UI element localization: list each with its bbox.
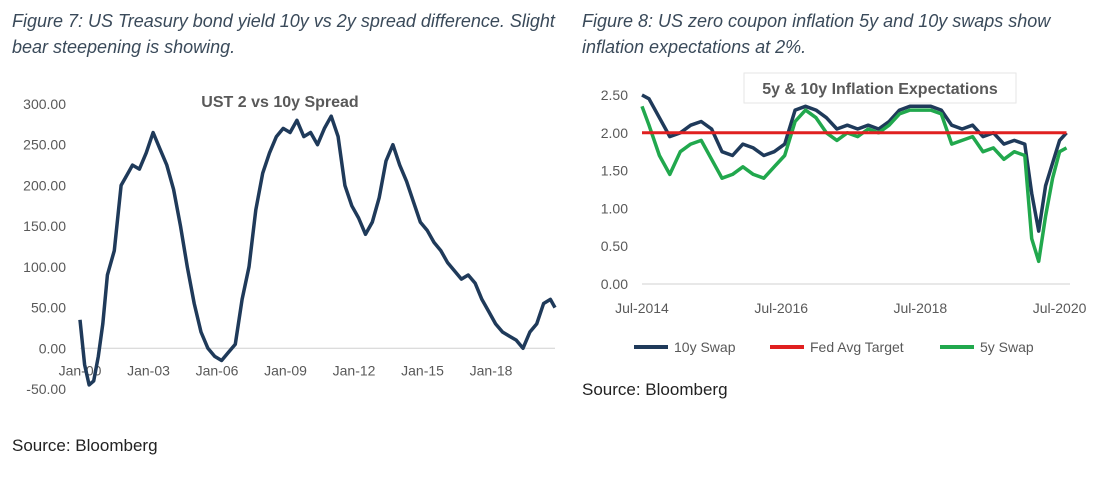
chart2-y-tick-label: 2.50 bbox=[601, 87, 628, 103]
figure-8-caption: Figure 8: US zero coupon inflation 5y an… bbox=[582, 11, 1051, 57]
figure-7-caption: Figure 7: US Treasury bond yield 10y vs … bbox=[12, 11, 555, 57]
chart2-x-tick-label: Jul-2020 bbox=[1033, 300, 1087, 316]
chart1-y-tick-label: 100.00 bbox=[23, 259, 66, 275]
chart2-y-tick-label: 0.50 bbox=[601, 238, 628, 254]
chart2-x-tick-label: Jul-2016 bbox=[754, 300, 808, 316]
chart2-y-tick-label: 2.00 bbox=[601, 125, 628, 141]
chart1-x-tick-label: Jan-00 bbox=[59, 362, 102, 378]
chart2-legend-label-5y: 5y Swap bbox=[980, 339, 1034, 355]
chart1-x-tick-label: Jan-15 bbox=[401, 362, 444, 378]
chart2-x-tick-label: Jul-2014 bbox=[615, 300, 669, 316]
chart1-y-tick-label: 150.00 bbox=[23, 218, 66, 234]
inflation-expectations-chart: 0.00 0.50 1.00 1.50 2.00 2.50 Jul-2014 Jul-2016… bbox=[601, 72, 1087, 355]
chart1-title: UST 2 vs 10y Spread bbox=[201, 94, 358, 111]
chart1-y-tick-label: 0.00 bbox=[39, 340, 66, 356]
ust-spread-chart: UST 2 vs 10y Spread -50.00 0.00 50.00 100.00… bbox=[23, 94, 557, 397]
chart1-x-tick-label: Jan-09 bbox=[264, 362, 307, 378]
chart2-series-10y-line bbox=[641, 93, 1068, 233]
chart2-y-tick-label: 1.00 bbox=[601, 200, 628, 216]
chart1-y-tick-label: 250.00 bbox=[23, 137, 66, 153]
chart2-y-tick-label: 0.00 bbox=[601, 276, 628, 292]
chart2-y-tick-label: 1.50 bbox=[601, 163, 628, 179]
chart2-legend-label-10y: 10y Swap bbox=[674, 339, 736, 355]
chart1-x-tick-label: Jan-18 bbox=[470, 362, 513, 378]
chart2-x-tick-label: Jul-2018 bbox=[894, 300, 948, 316]
chart1-x-tick-label: Jan-06 bbox=[196, 362, 239, 378]
figure-7-source: Source: Bloomberg bbox=[12, 436, 158, 455]
chart2-legend-label-fed: Fed Avg Target bbox=[810, 339, 904, 355]
chart1-y-tick-label: -50.00 bbox=[26, 381, 66, 397]
chart1-y-tick-label: 50.00 bbox=[31, 300, 66, 316]
chart1-y-tick-label: 200.00 bbox=[23, 177, 66, 193]
figure-8-source: Source: Bloomberg bbox=[582, 380, 728, 399]
chart2-title-box bbox=[743, 72, 1017, 104]
chart1-x-tick-label: Jan-03 bbox=[127, 362, 170, 378]
chart1-y-tick-label: 300.00 bbox=[23, 96, 66, 112]
chart2-title: 5y & 10y Inflation Expectations bbox=[762, 81, 998, 98]
chart1-x-tick-label: Jan-12 bbox=[333, 362, 376, 378]
chart1-spread-line bbox=[78, 114, 557, 387]
